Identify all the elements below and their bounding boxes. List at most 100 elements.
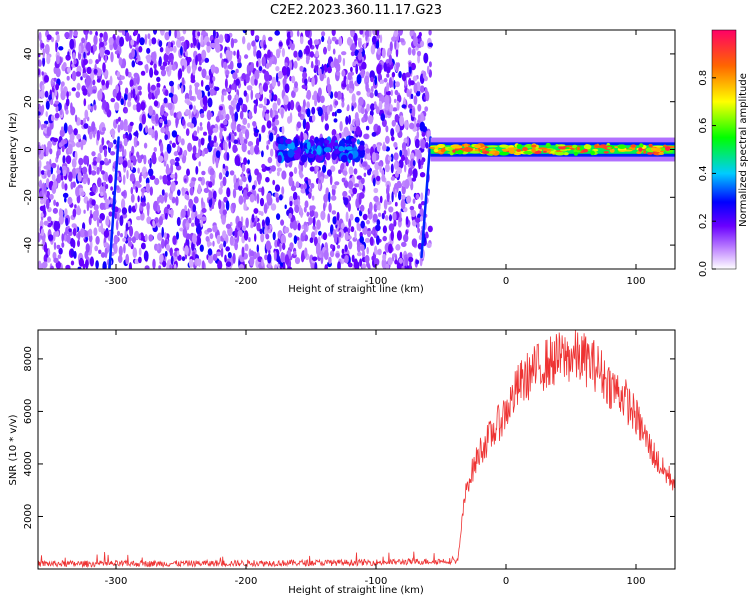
heatmap-cell [175,196,179,206]
heatmap-cell [75,141,82,148]
heatmap-cell [160,65,166,71]
heatmap-cell [96,166,100,175]
heatmap-cell [309,237,314,244]
heatmap-cell [376,64,382,75]
heatmap-cell [162,174,168,185]
heatmap-cell [238,185,243,191]
heatmap-cell [85,243,90,253]
heatmap-cell [146,54,152,64]
heatmap-cell [393,219,397,227]
heatmap-cell [52,137,59,143]
heatmap-cell [336,90,342,100]
heatmap-cell [156,82,161,89]
heatmap-cell [182,30,187,35]
heatmap-cell [565,147,570,150]
heatmap-cell [377,248,382,256]
heatmap-cell [201,216,207,222]
heatmap-cell [177,135,182,143]
heatmap-cell [122,174,126,186]
heatmap-cell [428,30,432,36]
heatmap-cell [58,209,64,218]
heatmap-cell [105,217,110,226]
heatmap-cell [136,102,142,113]
heatmap-cell [300,188,306,194]
heatmap-cell [418,31,422,38]
heatmap-cell [138,256,142,264]
heatmap-cell [272,102,278,111]
heatmap-cell [245,217,249,229]
heatmap-cell [609,148,615,153]
heatmap-cell [322,232,328,241]
heatmap-cell [193,37,197,47]
heatmap-cell [360,69,365,79]
heatmap-cell [184,178,187,183]
heatmap-cell [320,95,325,104]
heatmap-cell [227,252,232,259]
heatmap-cell [382,144,387,152]
heatmap-cell [270,203,277,211]
y-tick-label: 4000 [23,451,34,476]
heatmap-cell [394,40,397,50]
heatmap-cell [265,240,271,251]
heatmap-cell [121,198,126,210]
heatmap-cell [225,69,230,76]
x-tick-label: -100 [365,576,388,587]
heatmap-cell [315,165,319,173]
heatmap-cell [397,30,403,36]
heatmap-cell [192,145,197,155]
heatmap-cell [170,58,174,65]
heatmap-cell [374,89,378,97]
heatmap-cell [306,211,310,217]
heatmap-cell [110,151,116,156]
heatmap-cell [378,100,383,110]
heatmap-cell [175,157,180,162]
heatmap-cell [416,50,422,57]
heatmap-cell [255,92,261,99]
heatmap-cell [348,240,353,250]
heatmap-cell [81,37,86,44]
heatmap-cell [250,30,255,36]
heatmap-cell [256,222,261,232]
heatmap-cell [282,261,286,269]
heatmap-cell [78,45,82,54]
heatmap-cell [95,260,99,269]
heatmap-cell [61,233,64,243]
heatmap-cell [64,31,70,39]
heatmap-cell [463,143,469,149]
heatmap-cell [59,109,63,116]
heatmap-cell [251,40,256,47]
heatmap-cell [223,91,227,96]
heatmap-cell [218,199,222,210]
heatmap-cell [102,99,107,110]
heatmap-cell [268,36,273,42]
heatmap-cell [331,129,337,137]
heatmap-cell [65,264,71,269]
heatmap-cell [193,105,197,115]
heatmap-cell [379,79,385,84]
heatmap-cell [100,191,104,197]
heatmap-cell [120,75,125,80]
heatmap-cell [368,201,373,212]
heatmap-cell [38,111,41,116]
heatmap-cell [140,154,144,160]
heatmap-cell [130,163,133,171]
heatmap-cell [82,166,88,175]
heatmap-cell [225,261,232,268]
heatmap-cell [97,90,103,101]
heatmap-cell [369,236,374,246]
heatmap-cell [209,140,215,148]
heatmap-cell [40,228,45,237]
heatmap-cell [102,261,107,269]
y-tick-label: 0 [23,146,34,152]
heatmap-cell [140,187,146,193]
heatmap-cell [215,150,221,159]
heatmap-cell [128,262,132,269]
heatmap-cell [193,196,199,204]
heatmap-cell [366,246,370,255]
heatmap-cell [396,230,402,241]
heatmap-cell [312,150,317,155]
heatmap-cell [152,258,156,269]
heatmap-cell [323,202,326,212]
heatmap-cell [228,133,231,141]
heatmap-cell [54,112,60,119]
